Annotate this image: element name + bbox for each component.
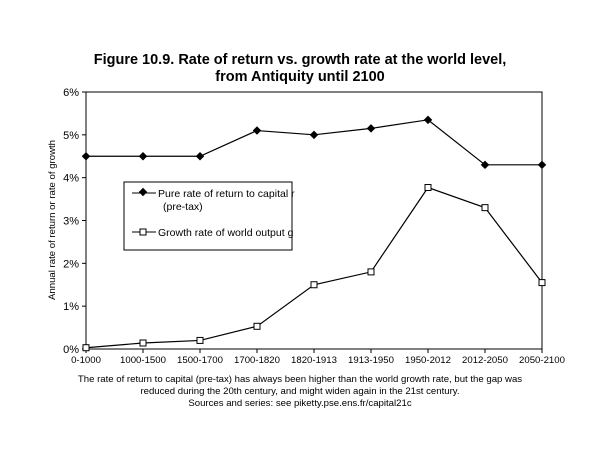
legend-r-label-line-1: Pure rate of return to capital r (158, 188, 295, 200)
series-r-point (537, 160, 547, 170)
y-tick-label: 4% (63, 173, 79, 185)
y-tick-label: 2% (63, 258, 79, 270)
series-r-point (138, 152, 148, 161)
series-r-point (309, 130, 319, 140)
series-r-point (366, 124, 376, 133)
caption-line-1: The rate of return to capital (pre-tax) … (77, 374, 523, 385)
series-g-point (367, 268, 375, 276)
x-tick-label: 1820-1913 (291, 355, 337, 366)
chart-title-line-1: Figure 10.9. Rate of return vs. growth r… (93, 52, 507, 68)
y-tick-label: 3% (63, 216, 79, 228)
x-tick-label: 2050-2100 (519, 355, 565, 366)
legend-r-marker (138, 187, 148, 197)
series-line-r (86, 119, 542, 166)
caption-line-2: reduced during the 20th century, and mig… (140, 386, 460, 397)
y-axis-ticks: 0% 1% 2% 3% 4% 5% 6% (63, 87, 86, 356)
series-g-point (196, 336, 204, 344)
y-tick-label: 1% (63, 301, 79, 313)
y-tick-label: 5% (63, 130, 79, 142)
legend: Pure rate of return to capital r (pre-ta… (123, 181, 295, 251)
x-tick-label: 1000-1500 (120, 355, 166, 366)
series-r-point (81, 152, 91, 161)
series-r-point (423, 115, 433, 125)
caption-sources: Sources and series: see piketty.pse.ens.… (188, 398, 412, 409)
y-tick-label: 0% (63, 344, 79, 356)
x-tick-label: 2012-2050 (462, 355, 508, 366)
series-g-point (538, 279, 546, 287)
x-tick-label: 1500-1700 (177, 355, 223, 366)
series-g-point (139, 339, 147, 347)
legend-g-marker (139, 228, 147, 236)
figure-caption: The rate of return to capital (pre-tax) … (0, 374, 600, 410)
legend-box (123, 181, 293, 251)
x-tick-label: 1913-1950 (348, 355, 394, 366)
series-g-point (310, 281, 318, 289)
legend-g-label: Growth rate of world output g (158, 227, 294, 239)
series-g-point (82, 344, 90, 352)
series-r-point (252, 126, 262, 135)
x-tick-label: 1950-2012 (405, 355, 451, 366)
y-axis-label: Annual rate of return or rate of growth (47, 140, 58, 300)
x-tick-label: 0-1000 (71, 355, 101, 366)
x-axis-ticks: 0-1000 1000-1500 1500-1700 1700-1820 1820-19… (71, 349, 565, 366)
series-g-point (481, 204, 489, 212)
chart-title-line-2: from Antiquity until 2100 (215, 69, 385, 85)
series-r-point (480, 160, 490, 170)
series-g-point (253, 322, 261, 330)
series-r-point (195, 152, 205, 161)
x-tick-label: 1700-1820 (234, 355, 280, 366)
y-tick-label: 6% (63, 87, 79, 99)
series-g-point (424, 184, 432, 192)
chart-title: Figure 10.9. Rate of return vs. growth r… (0, 52, 600, 86)
legend-r-label-line-2: (pre-tax) (163, 201, 203, 213)
